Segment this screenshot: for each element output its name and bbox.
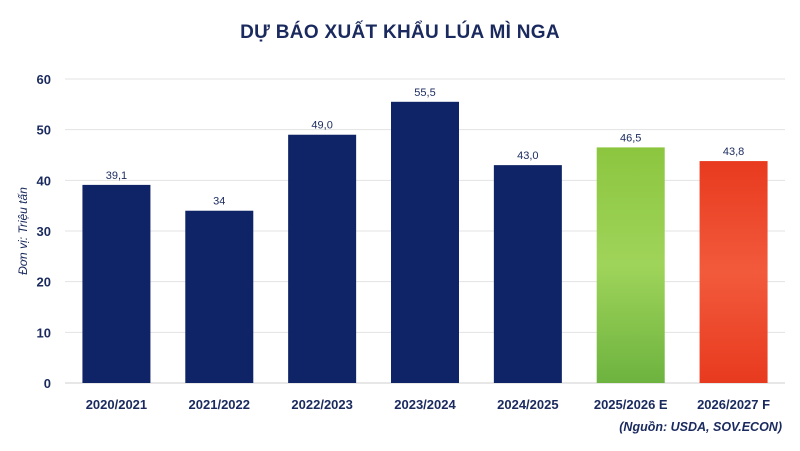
y-tick-label: 0 [44,376,51,391]
bar-value-label: 49,0 [311,120,332,132]
x-tick-label: 2024/2025 [497,397,558,412]
bar-value-label: 39,1 [106,170,127,182]
x-tick-label: 2020/2021 [86,397,147,412]
bar [391,101,459,384]
bar-value-label: 46,5 [620,132,641,144]
y-tick-label: 50 [37,123,51,138]
bar-value-label: 55,5 [414,87,435,99]
bar-value-label: 43,0 [517,150,538,162]
x-tick-label: 2023/2024 [394,397,456,412]
y-tick-label: 30 [37,224,51,239]
bar [596,147,665,383]
bar [493,165,562,383]
y-tick-label: 40 [37,173,51,188]
bar [288,134,357,383]
x-tick-label: 2026/2027 F [697,397,770,412]
bar [185,210,254,383]
y-axis-label: Đơn vị: Triệu tấn [16,187,30,275]
bar [82,184,151,383]
chart-title: DỰ BÁO XUẤT KHẨU LÚA MÌ NGA [240,22,560,43]
source-note: (Nguồn: USDA, SOV.ECON) [619,420,782,434]
y-tick-label: 60 [37,72,51,87]
y-tick-label: 10 [37,325,51,340]
y-tick-label: 20 [37,275,51,290]
x-tick-label: 2022/2023 [291,397,352,412]
bar-value-label: 34 [213,196,225,208]
x-tick-label: 2021/2022 [189,397,250,412]
bar-value-label: 43,8 [723,146,744,158]
x-tick-label: 2025/2026 E [594,397,668,412]
bar [699,161,768,383]
